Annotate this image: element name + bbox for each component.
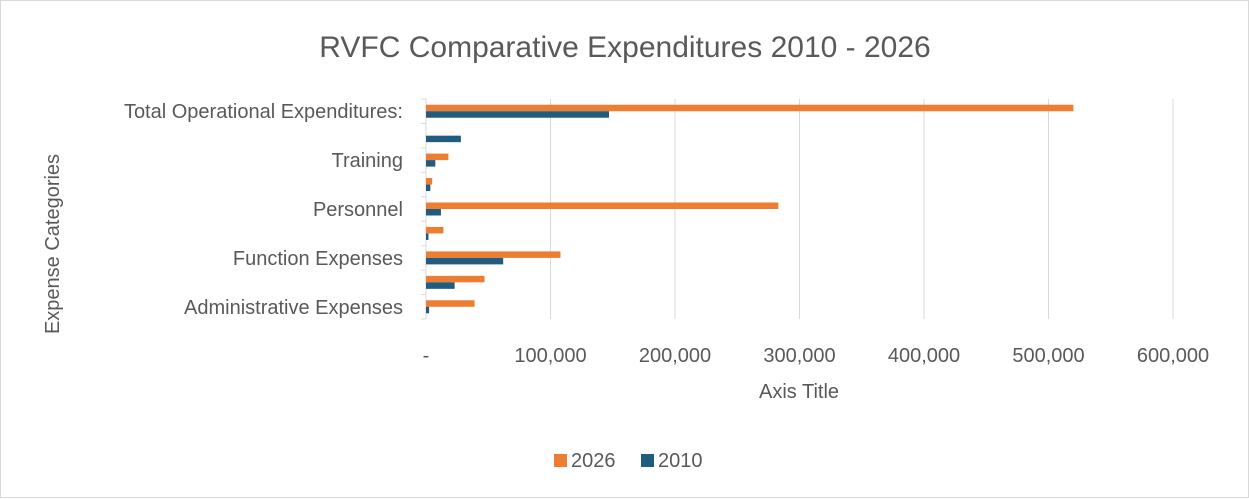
bar-2010 bbox=[426, 233, 429, 240]
bar-2026 bbox=[426, 202, 779, 209]
x-tick-label: 200,000 bbox=[639, 345, 711, 367]
x-tick-labels: - 100,000 200,000 300,000 400,000 500,000 600,… bbox=[423, 345, 1209, 367]
bar-2010 bbox=[426, 306, 430, 314]
category-label: Training bbox=[331, 150, 403, 172]
x-tick-label: 300,000 bbox=[763, 345, 835, 367]
bar-2010 bbox=[426, 111, 610, 118]
x-tick-label: 400,000 bbox=[888, 345, 960, 367]
bar-2026 bbox=[426, 178, 433, 185]
bar-2026 bbox=[426, 275, 485, 283]
x-tick-label: 100,000 bbox=[514, 345, 586, 367]
bar-2026 bbox=[426, 153, 449, 161]
category-label: Administrative Expenses bbox=[184, 297, 403, 319]
x-tick-label: 500,000 bbox=[1012, 345, 1084, 367]
legend-label-2010: 2010 bbox=[658, 450, 703, 472]
bar-2026 bbox=[426, 226, 444, 234]
bar-2026 bbox=[426, 104, 1074, 112]
x-tick-label: 600,000 bbox=[1137, 345, 1209, 367]
chart-title: RVFC Comparative Expenditures 2010 - 202… bbox=[319, 31, 930, 64]
bars bbox=[426, 104, 1074, 314]
bar-2010 bbox=[426, 184, 431, 192]
category-label: Total Operational Expenditures: bbox=[124, 101, 403, 123]
bar-2010 bbox=[426, 135, 461, 143]
x-axis-title: Axis Title bbox=[759, 381, 839, 403]
legend-label-2026: 2026 bbox=[571, 450, 616, 472]
legend-swatch-2010 bbox=[641, 454, 654, 467]
bar-2026 bbox=[426, 300, 475, 307]
category-label: Function Expenses bbox=[233, 248, 403, 270]
category-label: Personnel bbox=[313, 199, 403, 221]
bar-2010 bbox=[426, 282, 455, 289]
bar-2010 bbox=[426, 209, 441, 216]
y-axis-title: Expense Categories bbox=[42, 154, 64, 334]
legend-swatch-2026 bbox=[554, 454, 567, 467]
category-labels: Administrative Expenses Function Expenses… bbox=[124, 101, 403, 319]
legend: 2026 2010 bbox=[554, 450, 703, 472]
bar-2010 bbox=[426, 160, 436, 167]
bar-2010 bbox=[426, 257, 504, 265]
x-tick-label: - bbox=[423, 345, 430, 367]
bar-2026 bbox=[426, 251, 561, 258]
